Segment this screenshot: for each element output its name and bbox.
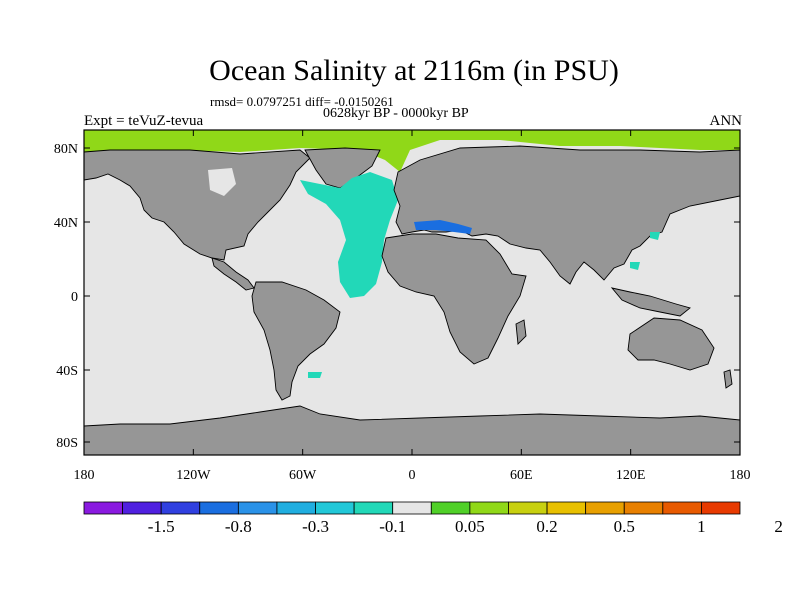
lon-tick-label: 180 xyxy=(730,468,751,483)
lat-tick-label: 40N xyxy=(54,216,78,231)
colorbar-label: 1 xyxy=(697,517,706,536)
colorbar-swatch xyxy=(623,501,664,515)
lon-tick-label: 180 xyxy=(74,468,95,483)
experiment-label: Expt = teVuZ-tevua xyxy=(84,113,204,129)
mediterranean-much-fresher xyxy=(414,220,472,234)
map-panel xyxy=(84,130,740,455)
season-label: ANN xyxy=(709,113,743,129)
period-subtitle: 0628kyr BP - 0000kyr BP xyxy=(323,106,469,121)
colorbar-swatch xyxy=(469,501,509,515)
colorbar-label: -1.5 xyxy=(148,517,175,536)
colorbar-swatch xyxy=(315,501,355,515)
maritime-continent-landmass xyxy=(610,287,691,317)
colorbar-swatch xyxy=(160,501,201,515)
new-zealand-landmass xyxy=(723,369,733,389)
colorbar-swatch xyxy=(237,501,278,515)
colorbar-swatch xyxy=(83,501,123,515)
lon-tick-label: 120E xyxy=(616,468,646,483)
colorbar-swatch xyxy=(546,501,587,515)
south-china-sea-fresher-patch xyxy=(630,262,640,270)
central-america-landmass xyxy=(211,257,255,291)
lat-tick-label: 80N xyxy=(54,142,78,157)
arctic-saltier-region xyxy=(84,130,740,172)
colorbar-swatch xyxy=(662,501,702,515)
colorbar-swatch xyxy=(392,501,432,515)
lon-tick-label: 0 xyxy=(409,468,416,483)
lat-tick-label: 40S xyxy=(56,364,78,379)
colorbar-label: -0.8 xyxy=(225,517,252,536)
south-atlantic-fresher-patch xyxy=(308,372,322,378)
lon-tick-label: 60E xyxy=(510,468,533,483)
north-atlantic-fresher-region xyxy=(300,172,398,298)
longitude-axis: 180 120W 60W 0 60E 120E 180 xyxy=(74,130,751,483)
stats-subtitle: rmsd= 0.0797251 diff= -0.0150261 xyxy=(210,94,394,109)
colorbar-label: 0.2 xyxy=(536,517,557,536)
south-america-landmass xyxy=(251,281,341,401)
latitude-axis: 80N 40N 0 40S 80S xyxy=(54,142,740,451)
eurasia-landmass xyxy=(393,145,740,285)
hudson-bay xyxy=(208,168,236,196)
colorbar-swatch xyxy=(701,501,741,515)
north-america-landmass xyxy=(84,149,311,261)
africa-landmass xyxy=(381,233,527,365)
colorbar-label: -0.3 xyxy=(302,517,329,536)
lat-tick-label: 80S xyxy=(56,436,78,451)
colorbar-label: -0.1 xyxy=(379,517,406,536)
colorbar-swatch xyxy=(122,501,162,515)
colorbar-swatch xyxy=(430,501,471,515)
lon-tick-label: 120W xyxy=(176,468,211,483)
colorbar: -1.5 -0.8 -0.3 -0.1 0.05 0.2 0.5 1 2 xyxy=(83,501,783,536)
colorbar-swatch xyxy=(585,501,625,515)
map-title: Ocean Salinity at 2116m (in PSU) xyxy=(209,54,619,87)
colorbar-swatch xyxy=(199,501,239,515)
colorbar-label: 0.5 xyxy=(614,517,635,536)
lat-tick-label: 0 xyxy=(71,290,78,305)
lon-tick-label: 60W xyxy=(289,468,317,483)
colorbar-swatch xyxy=(353,501,394,515)
colorbar-swatch xyxy=(276,501,316,515)
colorbar-label: 0.05 xyxy=(455,517,485,536)
west-pacific-fresher-patch xyxy=(650,232,660,240)
colorbar-swatch xyxy=(508,501,548,515)
colorbar-label: 2 xyxy=(774,517,783,536)
australia-landmass xyxy=(627,317,715,371)
antarctica-landmass xyxy=(84,405,740,455)
madagascar-landmass xyxy=(515,319,527,345)
